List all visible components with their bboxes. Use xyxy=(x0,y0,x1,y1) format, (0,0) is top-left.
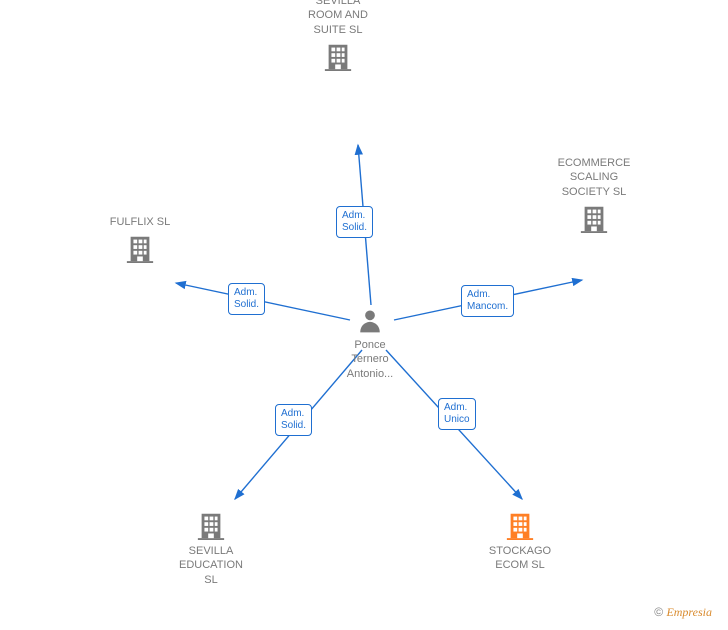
footer-brand: Empresia xyxy=(666,605,712,619)
node-ecommerce[interactable]: ECOMMERCE SCALING SOCIETY SL xyxy=(539,156,649,233)
node-label: SEVILLA EDUCATION SL xyxy=(156,544,266,587)
edge-label: Adm. Mancom. xyxy=(461,285,514,317)
edge-label: Adm. Solid. xyxy=(275,404,312,436)
copyright-symbol: © xyxy=(654,605,663,619)
building-icon xyxy=(579,203,609,233)
center-node-label: Ponce Ternero Antonio... xyxy=(330,338,410,381)
building-icon xyxy=(505,510,535,540)
node-fulflix[interactable]: FULFLIX SL xyxy=(85,215,195,263)
center-node-person[interactable]: Ponce Ternero Antonio... xyxy=(330,308,410,381)
edge-label: Adm. Solid. xyxy=(228,283,265,315)
building-icon xyxy=(323,41,353,71)
building-icon xyxy=(125,233,155,263)
node-stockago[interactable]: STOCKAGO ECOM SL xyxy=(465,510,575,573)
node-label: ECOMMERCE SCALING SOCIETY SL xyxy=(539,156,649,199)
footer: © Empresia xyxy=(654,605,712,620)
node-sevilla-edu[interactable]: SEVILLA EDUCATION SL xyxy=(156,510,266,587)
node-label: FULFLIX SL xyxy=(85,215,195,229)
node-label: SEVILLA ROOM AND SUITE SL xyxy=(283,0,393,37)
person-icon xyxy=(357,308,383,334)
edge-label: Adm. Solid. xyxy=(336,206,373,238)
node-sevilla-room[interactable]: SEVILLA ROOM AND SUITE SL xyxy=(283,0,393,71)
node-label: STOCKAGO ECOM SL xyxy=(465,544,575,573)
edge-label: Adm. Unico xyxy=(438,398,476,430)
building-icon xyxy=(196,510,226,540)
